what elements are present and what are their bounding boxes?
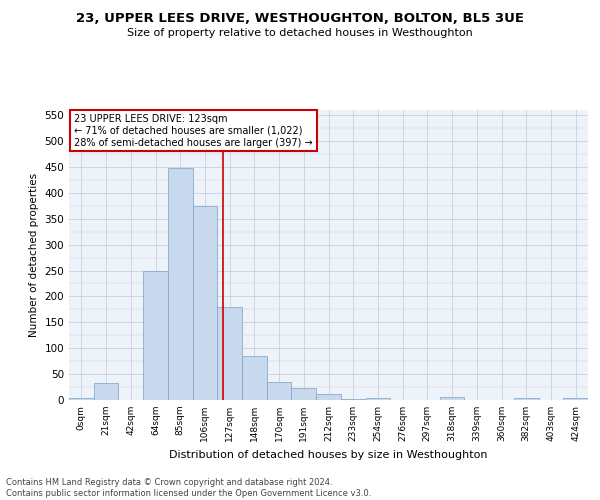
Bar (365, 398, 390, 400)
Bar (69, 398, 94, 400)
Bar (94, 384, 118, 400)
Bar (316, 394, 341, 400)
Bar (143, 270, 168, 400)
Bar (440, 398, 464, 400)
Bar (341, 399, 365, 400)
Bar (292, 388, 316, 400)
Bar (563, 398, 588, 400)
Text: Contains HM Land Registry data © Crown copyright and database right 2024.
Contai: Contains HM Land Registry data © Crown c… (6, 478, 371, 498)
Text: 23 UPPER LEES DRIVE: 123sqm
← 71% of detached houses are smaller (1,022)
28% of : 23 UPPER LEES DRIVE: 123sqm ← 71% of det… (74, 114, 313, 148)
Bar (193, 206, 217, 400)
Bar (242, 356, 267, 400)
Text: Size of property relative to detached houses in Westhoughton: Size of property relative to detached ho… (127, 28, 473, 38)
Bar (267, 382, 292, 400)
Bar (168, 168, 193, 400)
Text: 23, UPPER LEES DRIVE, WESTHOUGHTON, BOLTON, BL5 3UE: 23, UPPER LEES DRIVE, WESTHOUGHTON, BOLT… (76, 12, 524, 26)
X-axis label: Distribution of detached houses by size in Westhoughton: Distribution of detached houses by size … (169, 450, 488, 460)
Y-axis label: Number of detached properties: Number of detached properties (29, 173, 39, 337)
Bar (217, 307, 242, 400)
Bar (514, 398, 539, 400)
